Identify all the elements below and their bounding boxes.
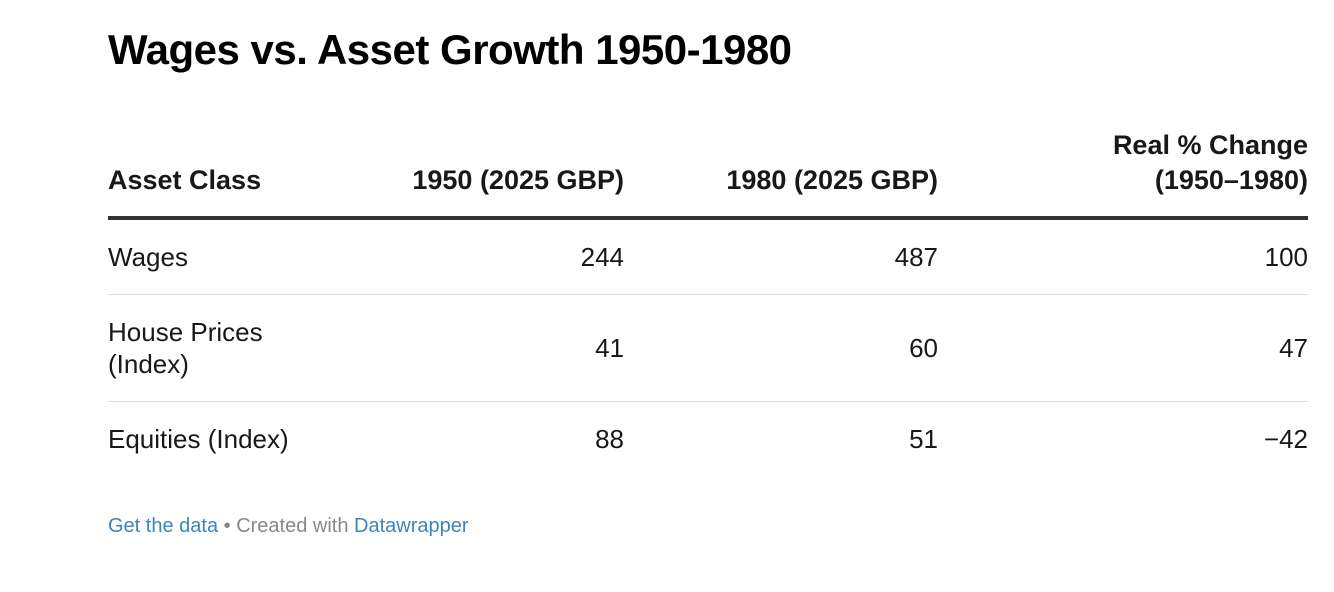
column-header-text-line-1: Real % Change <box>1112 130 1308 160</box>
table-header-row: Asset Class 1950 (2025 GBP) 1980 (2025 G… <box>108 128 1308 220</box>
table-row: Wages 244 487 100 <box>108 218 1308 295</box>
cell-1950: 244 <box>356 218 624 295</box>
table-row: Equities (Index) 88 51 −42 <box>108 402 1308 477</box>
column-header-text: 1950 (2025 GBP) <box>412 165 624 195</box>
column-header-text-line-2: (1950–1980) <box>1154 165 1308 195</box>
row-label-text-line-1: House Prices <box>108 317 263 347</box>
cell-1980: 60 <box>624 294 938 402</box>
datawrapper-link[interactable]: Datawrapper <box>354 515 469 537</box>
cell-1950: 88 <box>595 424 624 454</box>
row-label: Equities (Index) <box>108 402 356 477</box>
cell-real-change: −42 <box>1263 424 1308 454</box>
column-header-text: Asset Class <box>108 165 262 195</box>
chart-footer: Get the data • Created with Datawrapper <box>108 515 469 538</box>
table-row: House Prices (Index) 41 60 47 <box>108 294 1308 402</box>
column-header-text: 1980 (2025 GBP) <box>726 165 938 195</box>
cell-1980: 487 <box>624 218 938 295</box>
cell-1950: 41 <box>356 294 624 402</box>
row-label-text-line-2: (Index) <box>108 349 189 379</box>
row-label-text: Equities (Index) <box>108 424 289 454</box>
column-header-1950[interactable]: 1950 (2025 GBP) <box>356 128 624 220</box>
footer-separator: • <box>218 515 237 537</box>
cell-real-change: 100 <box>938 218 1308 295</box>
column-header-real-change[interactable]: Real % Change (1950–1980) <box>938 128 1308 220</box>
cell-real-change: 47 <box>938 294 1308 402</box>
row-label-text: Wages <box>108 242 188 272</box>
row-label: Wages <box>108 218 356 295</box>
row-label: House Prices (Index) <box>108 294 356 402</box>
column-header-asset-class[interactable]: Asset Class <box>108 128 356 220</box>
cell-1980: 51 <box>909 424 938 454</box>
get-the-data-link[interactable]: Get the data <box>108 515 219 537</box>
column-header-1980[interactable]: 1980 (2025 GBP) <box>624 128 938 220</box>
chart-title: Wages vs. Asset Growth 1950-1980 <box>108 26 792 73</box>
data-table: Asset Class 1950 (2025 GBP) 1980 (2025 G… <box>108 128 1308 476</box>
created-with-text: Created with <box>236 515 355 537</box>
